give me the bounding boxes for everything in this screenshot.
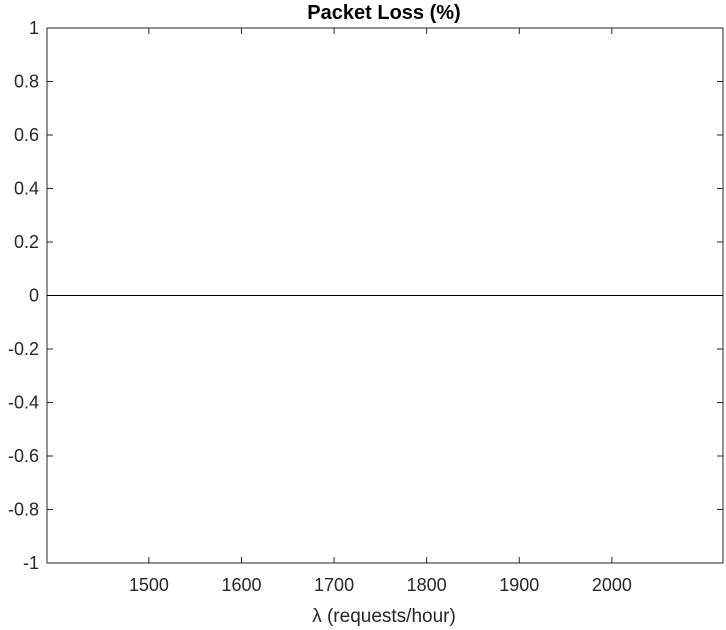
y-tick-label: -0.4 [8, 393, 39, 413]
y-tick-label: 0.4 [14, 179, 39, 199]
y-tick-label: 0 [29, 286, 39, 306]
y-tick-label: 1 [29, 18, 39, 38]
x-tick-label: 1500 [129, 575, 169, 595]
x-axis-label: λ (requests/hour) [312, 606, 456, 627]
x-tick-label: 1600 [221, 575, 261, 595]
y-tick-label: 0.8 [14, 72, 39, 92]
y-tick-label: -0.6 [8, 446, 39, 466]
x-tick-label: 1800 [407, 575, 447, 595]
y-tick-label: 0.2 [14, 232, 39, 252]
chart-title: Packet Loss (%) [307, 2, 460, 24]
x-axis: 1500 1600 1700 1800 1900 2000 [129, 28, 632, 595]
y-tick-label: -1 [23, 553, 39, 573]
x-tick-label: 2000 [592, 575, 632, 595]
x-tick-label: 1700 [314, 575, 354, 595]
y-tick-label: -0.2 [8, 339, 39, 359]
y-tick-label: 0.6 [14, 125, 39, 145]
y-axis: 1 0.8 0.6 0.4 0.2 0 -0.2 -0.4 -0.6 -0.8 -1 [8, 18, 723, 573]
y-tick-label: -0.8 [8, 500, 39, 520]
x-tick-label: 1900 [499, 575, 539, 595]
